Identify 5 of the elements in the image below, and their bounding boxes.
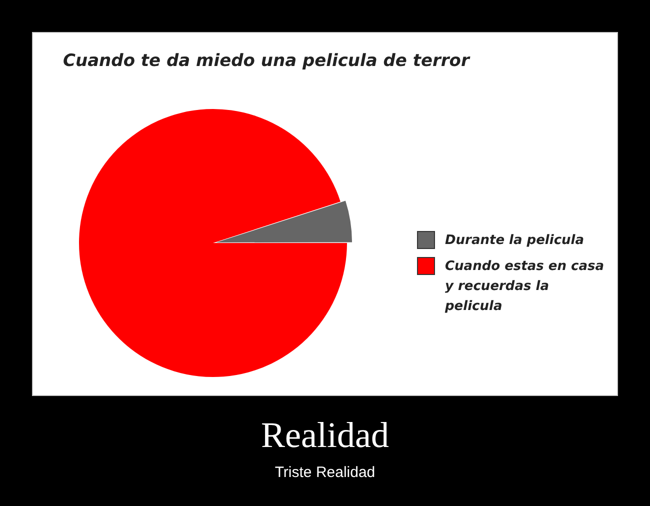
legend-label: Durante la pelicula: [445, 232, 584, 250]
legend-label: Cuando estas en casa y recuerdas la pelicula: [445, 258, 605, 316]
text: Triste Realidad: [274, 464, 376, 481]
text: Realidad: [260, 414, 390, 456]
chart-title: Cuando te da miedo una pelicula de terror: [63, 51, 470, 71]
